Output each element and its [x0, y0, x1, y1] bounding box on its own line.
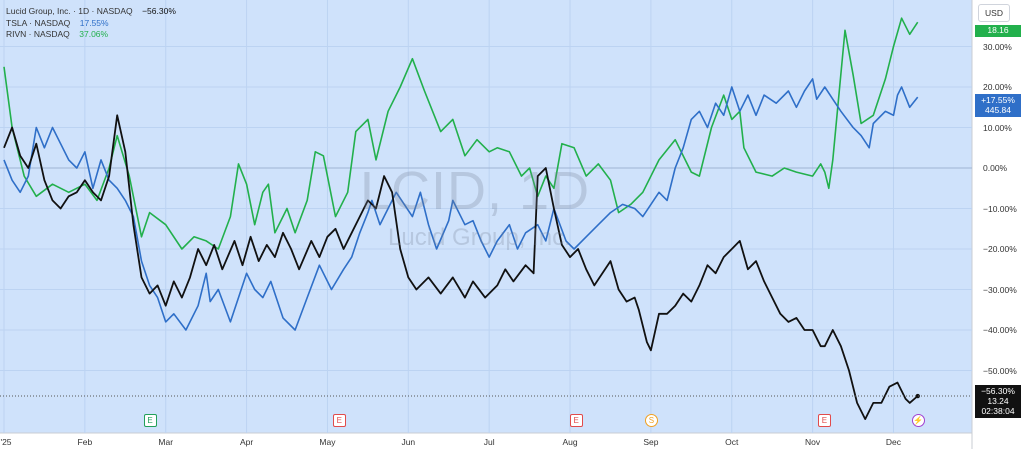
- time-scale-label: Nov: [805, 437, 821, 447]
- series-line-lucid-group: [3, 114, 919, 420]
- time-scale-label: Sep: [643, 437, 659, 447]
- time-scale-label: Mar: [158, 437, 174, 447]
- event-marker[interactable]: E: [817, 414, 831, 427]
- series-line-tsla: [3, 78, 919, 331]
- series-layer: [3, 17, 920, 420]
- event-marker[interactable]: S: [644, 414, 658, 427]
- time-scale-label: '25: [0, 437, 12, 447]
- event-marker[interactable]: ⚡: [911, 414, 925, 427]
- rivn-price-badge: 18.16: [975, 25, 1021, 37]
- price-scale-label: 30.00%: [983, 41, 1012, 52]
- watermark-symbol: LCID, 1D: [360, 161, 591, 221]
- lcid-price-badge: −56.30% 13.24 02:38:04: [975, 385, 1021, 418]
- legend-row-main[interactable]: Lucid Group, Inc. · 1D · NASDAQ −56.30%: [6, 6, 176, 18]
- time-scale-label: Oct: [725, 437, 739, 447]
- tsla-change-value: +17.55%: [981, 95, 1015, 105]
- legend-main-label: Lucid Group, Inc. · 1D · NASDAQ: [6, 6, 133, 16]
- price-scale-label: −40.00%: [983, 325, 1017, 335]
- price-scale-label: 10.00%: [983, 122, 1012, 133]
- time-scale-background: [0, 433, 972, 449]
- legend-tsla-label: TSLA · NASDAQ: [6, 17, 71, 28]
- rivn-price-value: 18.16: [987, 25, 1009, 35]
- legend: Lucid Group, Inc. · 1D · NASDAQ −56.30% …: [6, 6, 176, 41]
- price-scale-background: [972, 0, 1024, 449]
- watermark-name: Lucid Group, Inc.: [388, 224, 571, 251]
- legend-row-tsla[interactable]: TSLA · NASDAQ 17.55%: [6, 18, 176, 30]
- lcid-countdown: 02:38:04: [981, 406, 1015, 416]
- time-scale-label: Jul: [483, 437, 495, 447]
- time-scale-label: Aug: [562, 437, 578, 447]
- tsla-price-value: 445.84: [985, 105, 1011, 115]
- time-scale-label: Jun: [401, 437, 416, 447]
- event-marker[interactable]: E: [143, 414, 157, 427]
- legend-row-rivn[interactable]: RIVN · NASDAQ 37.06%: [6, 29, 176, 41]
- lcid-last-point: [915, 393, 920, 399]
- legend-main-change: −56.30%: [142, 6, 176, 16]
- tsla-price-badge: +17.55% 445.84: [975, 94, 1021, 117]
- lcid-price-value: 13.24: [987, 396, 1009, 406]
- event-marker[interactable]: E: [332, 414, 346, 427]
- price-scale-label: −10.00%: [983, 203, 1017, 214]
- plot-background: [0, 0, 972, 433]
- price-scale-label: −30.00%: [983, 284, 1017, 295]
- time-scale-label: Apr: [239, 437, 254, 447]
- time-scale-label: Feb: [77, 437, 93, 447]
- price-scale-label: −20.00%: [983, 244, 1017, 254]
- time-scale-label: May: [319, 437, 336, 447]
- legend-rivn-label: RIVN · NASDAQ: [6, 29, 70, 39]
- price-scale-label: 0.00%: [983, 163, 1008, 173]
- price-scale-label: 20.00%: [983, 82, 1012, 92]
- event-marker[interactable]: E: [569, 414, 583, 427]
- legend-tsla-change: 17.55%: [79, 17, 109, 28]
- series-line-rivn: [3, 17, 919, 250]
- legend-rivn-change: 37.06%: [79, 29, 109, 39]
- currency-button[interactable]: USD: [978, 4, 1010, 22]
- lcid-change-value: −56.30%: [981, 386, 1015, 396]
- price-scale-label: −50.00%: [983, 365, 1017, 376]
- time-scale-label: Dec: [885, 437, 902, 447]
